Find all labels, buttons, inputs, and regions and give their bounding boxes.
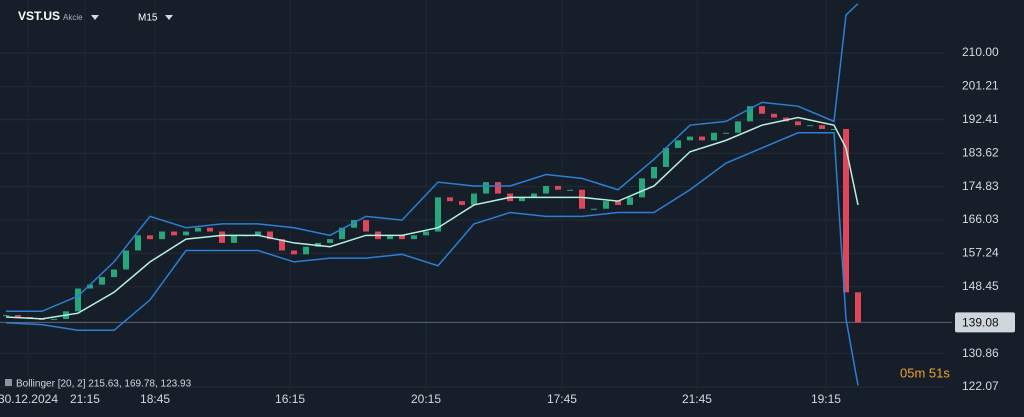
candle [651,166,657,179]
candle [159,231,165,240]
candle [543,185,549,194]
x-tick-label: 20:15 [411,392,441,406]
candle [111,269,117,278]
candle [603,201,609,209]
candle [99,277,105,285]
candle [435,197,441,232]
candle [615,201,621,205]
y-tick-label: 122.07 [962,379,999,393]
candle [735,121,741,133]
dropdown-arrow[interactable] [91,15,99,20]
y-tick-label: 166.03 [962,212,999,226]
candle [759,106,765,114]
candle [795,121,801,126]
candle [423,231,429,236]
countdown: 05m 51s [900,365,950,380]
candle [447,197,453,202]
x-tick-label: 17:45 [547,392,577,406]
y-tick-label: 192.41 [962,112,999,126]
candle [3,315,9,317]
candle [147,235,153,240]
candle [483,182,489,194]
candle [699,136,705,141]
candle [555,185,561,190]
candle [255,231,261,236]
candle [819,125,825,129]
candle [183,231,189,236]
candle [15,315,21,317]
last-price-label: 139.08 [962,316,999,330]
candle [831,128,837,130]
candle [747,106,753,122]
candle [471,193,477,205]
x-tick-label: 16:15 [275,392,305,406]
candle [639,178,645,198]
x-tick-label: 18:45 [140,392,170,406]
symbol[interactable]: VST.US [18,9,60,23]
y-tick-label: 174.83 [962,179,999,193]
y-tick-label: 210.00 [962,45,999,59]
candle [363,220,369,232]
candle [267,231,273,240]
last-price-box [955,312,1015,333]
candle [843,128,849,293]
candle [219,231,225,243]
candle [855,292,861,323]
candle [291,250,297,255]
candle [531,193,537,198]
y-tick-label: 148.45 [962,279,999,293]
x-tick-label: 19:15 [811,392,841,406]
candle [231,235,237,243]
candle [711,132,717,141]
candle [279,239,285,251]
x-tick-label: 21:15 [70,392,100,406]
indicator-label: Bollinger [20, 2] 215.63, 169.78, 123.93 [16,379,192,390]
y-tick-label: 201.21 [962,79,999,93]
x-tick-label: 21:45 [682,392,712,406]
candle [591,208,597,210]
candle [327,239,333,243]
candle [87,284,93,289]
plot: 122.07 130.86 148.45 157.24 166.03 174.83 183.… [0,3,1015,407]
dropdown-arrow[interactable] [165,15,173,20]
candle [123,250,129,270]
asset-class: Akcie [63,13,83,22]
candle [663,147,669,167]
candle [459,201,465,205]
candle [723,132,729,134]
bollinger-band [5,132,859,386]
candle [495,182,501,194]
y-tick-label: 157.24 [962,246,999,260]
candle [771,113,777,118]
candle [195,227,201,232]
bollinger-band [5,116,859,320]
candle [579,189,585,209]
candle [303,246,309,255]
candle [399,235,405,240]
candle [351,220,357,228]
candle [411,235,417,240]
candle [51,318,57,320]
candle [627,197,633,205]
candle [519,197,525,202]
indicator-icon[interactable] [5,379,12,386]
candle [807,125,813,127]
candle [75,288,81,312]
candle [687,136,693,141]
candle [207,227,213,232]
candle [675,140,681,148]
x-tick-label: 30.12.2024 [0,392,58,406]
timeframe[interactable]: M15 [138,13,158,24]
candle [135,235,141,251]
candle [339,227,345,240]
y-tick-label: 183.62 [962,145,999,159]
candle [387,235,393,240]
bollinger-band [6,3,859,313]
candle [171,231,177,236]
candle [567,189,573,191]
y-tick-label: 130.86 [962,346,999,360]
